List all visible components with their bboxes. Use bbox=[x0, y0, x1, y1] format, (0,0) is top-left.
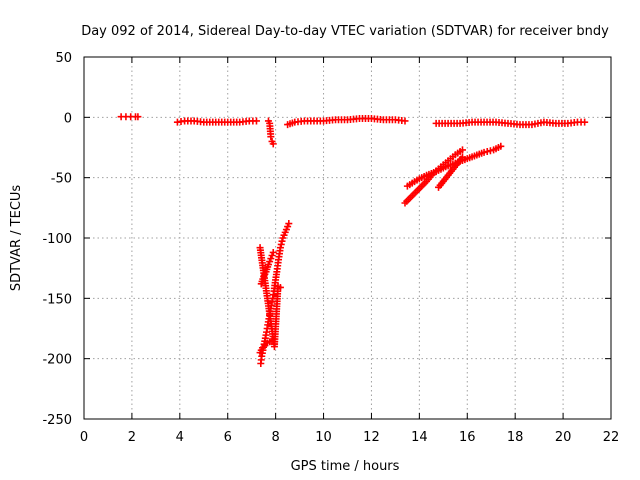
data-point bbox=[269, 140, 277, 148]
data-points bbox=[117, 113, 589, 367]
y-tick-label: -150 bbox=[42, 292, 72, 307]
y-tick-label: -50 bbox=[51, 172, 72, 187]
data-point bbox=[480, 148, 488, 156]
y-tick-labels: -250 -200 -150 -100 -50 0 50 bbox=[42, 51, 72, 428]
plot-frame bbox=[83, 56, 612, 420]
chart-title: Day 092 of 2014, Sidereal Day-to-day VTE… bbox=[81, 24, 609, 39]
x-tick-label: 8 bbox=[271, 430, 279, 445]
data-point bbox=[458, 146, 466, 154]
data-point bbox=[401, 117, 409, 125]
x-axis-label: GPS time / hours bbox=[291, 459, 400, 474]
y-tick-label: -200 bbox=[42, 353, 72, 368]
x-tick-label: 14 bbox=[411, 430, 428, 445]
y-axis-label: SDTVAR / TECUs bbox=[9, 185, 24, 292]
x-tick-labels: 0 2 4 6 8 10 12 14 16 18 20 22 bbox=[80, 430, 619, 445]
x-tick-label: 2 bbox=[128, 430, 136, 445]
x-tick-label: 22 bbox=[603, 430, 620, 445]
y-tick-label: 0 bbox=[64, 111, 72, 126]
grid-lines bbox=[84, 57, 611, 419]
data-point bbox=[134, 113, 142, 121]
x-tick-label: 4 bbox=[176, 430, 184, 445]
y-tick-label: 50 bbox=[55, 51, 72, 66]
data-point bbox=[458, 153, 466, 161]
data-point bbox=[486, 147, 494, 155]
x-tick-label: 10 bbox=[315, 430, 332, 445]
axis-ticks bbox=[83, 56, 612, 420]
x-tick-label: 16 bbox=[459, 430, 476, 445]
y-tick-label: -250 bbox=[42, 413, 72, 428]
data-point bbox=[497, 142, 505, 150]
x-tick-label: 0 bbox=[80, 430, 88, 445]
data-point bbox=[276, 283, 284, 291]
data-point bbox=[267, 133, 275, 141]
x-tick-label: 18 bbox=[507, 430, 524, 445]
data-point bbox=[252, 117, 260, 125]
x-tick-label: 6 bbox=[224, 430, 232, 445]
x-tick-label: 12 bbox=[363, 430, 380, 445]
x-tick-label: 20 bbox=[555, 430, 572, 445]
data-point bbox=[581, 118, 589, 126]
data-point bbox=[483, 148, 491, 156]
data-point bbox=[269, 248, 277, 256]
y-tick-label: -100 bbox=[42, 232, 72, 247]
data-point bbox=[285, 220, 293, 228]
